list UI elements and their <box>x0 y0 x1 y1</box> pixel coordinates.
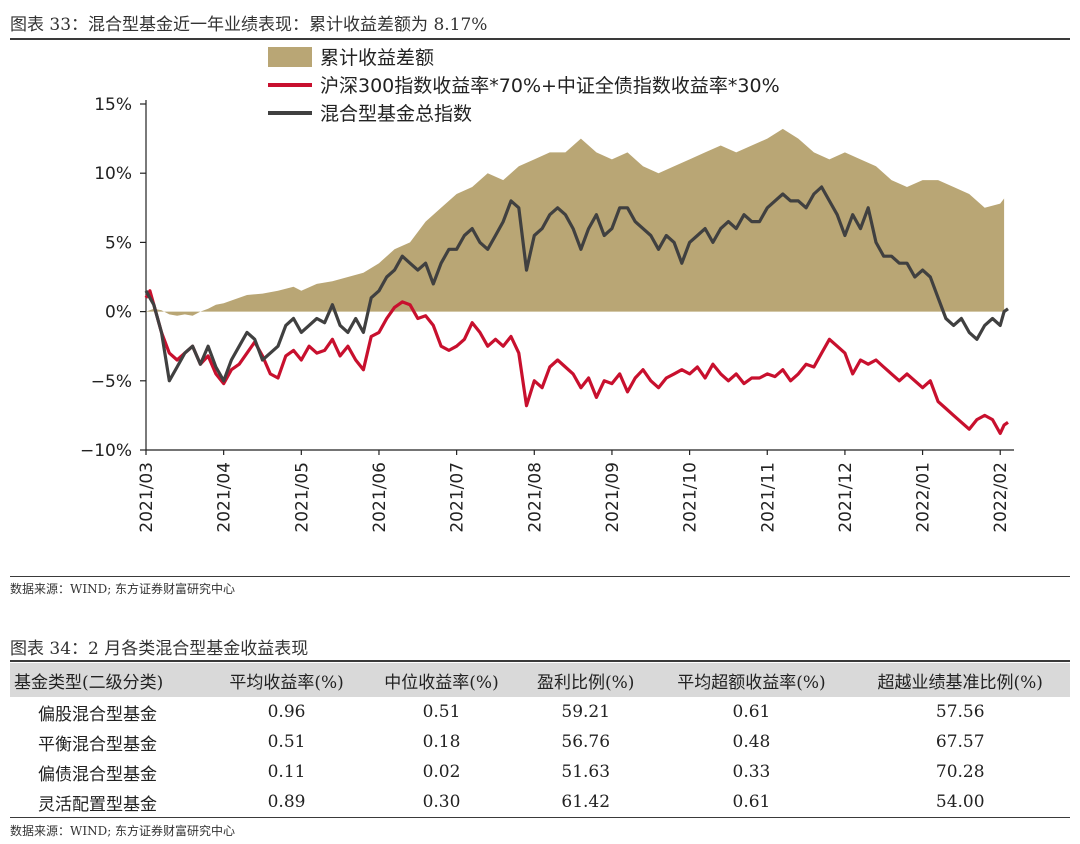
x-tick-label: 2021/07 <box>448 462 468 533</box>
table-cell: 70.28 <box>935 762 985 782</box>
table-cell: 54.00 <box>850 787 1070 818</box>
y-tick-label: −10% <box>80 441 132 461</box>
column-header: 盈利比例(%) <box>519 663 653 697</box>
table-cell: 67.57 <box>935 732 985 752</box>
x-tick-label: 2021/06 <box>370 462 390 533</box>
table-cell: 0.51 <box>422 702 461 722</box>
table-row: 偏债混合型基金 0.11 0.02 51.63 0.33 70.28 <box>10 757 1070 787</box>
source-rule <box>10 576 1070 577</box>
table-cell: 灵活配置型基金 <box>10 787 210 818</box>
table-cell: 0.18 <box>422 732 461 752</box>
column-header: 平均超额收益率(%) <box>652 663 851 697</box>
column-header: 超越业绩基准比例(%) <box>850 663 1070 697</box>
table-cell: 61.42 <box>519 787 653 818</box>
table-cell: 偏股混合型基金 <box>38 704 157 725</box>
legend-swatch-area <box>268 47 312 67</box>
title-rule <box>10 38 1070 40</box>
y-tick-label: 0% <box>105 303 132 323</box>
table-cell: 平衡混合型基金 <box>38 734 157 755</box>
table-row: 偏股混合型基金 0.96 0.51 59.21 0.61 57.56 <box>10 697 1070 727</box>
column-header: 基金类型(二级分类) <box>10 663 210 697</box>
figure-33-title: 图表 33：混合型基金近一年业绩表现：累计收益差额为 8.17% <box>10 15 488 35</box>
table-cell: 0.11 <box>267 762 306 782</box>
table-cell: 57.56 <box>935 702 985 722</box>
table-cell: 0.61 <box>732 702 771 722</box>
table-top-rule <box>10 660 1070 662</box>
x-tick-label: 2021/10 <box>681 462 701 533</box>
series-line-hybrid-fund-index <box>144 185 1009 383</box>
x-tick-label: 2021/12 <box>836 462 856 533</box>
column-header: 平均收益率(%) <box>209 663 365 697</box>
table-cell: 51.63 <box>561 762 611 782</box>
chart-axes: −10% −5% 0% 5% 10% 15% 2021/03 2021/04 2021/05 20… <box>80 95 1014 533</box>
x-tick-label: 2021/03 <box>137 462 157 533</box>
table-cell: 0.89 <box>209 787 365 818</box>
table-row: 平衡混合型基金 0.51 0.18 56.76 0.48 67.57 <box>10 727 1070 757</box>
figure-34-title: 图表 34：2 月各类混合型基金收益表现 <box>10 639 309 659</box>
x-tick-label: 2021/05 <box>292 462 312 533</box>
x-tick-label: 2021/08 <box>525 462 545 533</box>
table-cell: 0.33 <box>732 762 771 782</box>
legend-label: 累计收益差额 <box>320 47 434 69</box>
table-cell: 0.96 <box>267 702 306 722</box>
x-tick-label: 2021/09 <box>603 462 623 533</box>
chart-plot-area <box>144 128 1009 435</box>
series-area-cumulative-excess <box>146 128 1005 316</box>
x-tick-label: 2021/04 <box>215 462 235 533</box>
figure-34-source: 数据来源：WIND; 东方证券财富研究中心 <box>10 824 236 838</box>
table-cell: 0.02 <box>422 762 461 782</box>
x-tick-label: 2022/02 <box>991 462 1011 533</box>
table-cell: 偏债混合型基金 <box>38 764 157 785</box>
y-tick-label: 15% <box>94 95 132 115</box>
table-row: 灵活配置型基金 0.89 0.30 61.42 0.61 54.00 <box>10 787 1070 818</box>
table-cell: 59.21 <box>561 702 611 722</box>
figure-33-source: 数据来源：WIND; 东方证券财富研究中心 <box>10 582 236 596</box>
table-cell: 0.30 <box>364 787 519 818</box>
legend-label: 混合型基金总指数 <box>320 103 472 125</box>
y-tick-label: 5% <box>105 233 132 253</box>
x-tick-label: 2021/11 <box>758 462 778 533</box>
series-line-benchmark <box>144 289 1009 435</box>
column-header: 中位收益率(%) <box>364 663 519 697</box>
table-cell: 0.51 <box>267 732 306 752</box>
legend-label: 沪深300指数收益率*70%+中证全债指数收益率*30% <box>320 75 780 97</box>
y-tick-label: 10% <box>94 164 132 184</box>
y-tick-label: −5% <box>91 372 132 392</box>
table-cell: 56.76 <box>561 732 611 752</box>
fund-returns-table: 基金类型(二级分类) 平均收益率(%) 中位收益率(%) 盈利比例(%) 平均超… <box>10 663 1070 818</box>
table-cell: 0.48 <box>732 732 771 752</box>
x-tick-label: 2022/01 <box>914 462 934 533</box>
table-cell: 0.61 <box>652 787 851 818</box>
table-header-row: 基金类型(二级分类) 平均收益率(%) 中位收益率(%) 盈利比例(%) 平均超… <box>10 663 1070 697</box>
